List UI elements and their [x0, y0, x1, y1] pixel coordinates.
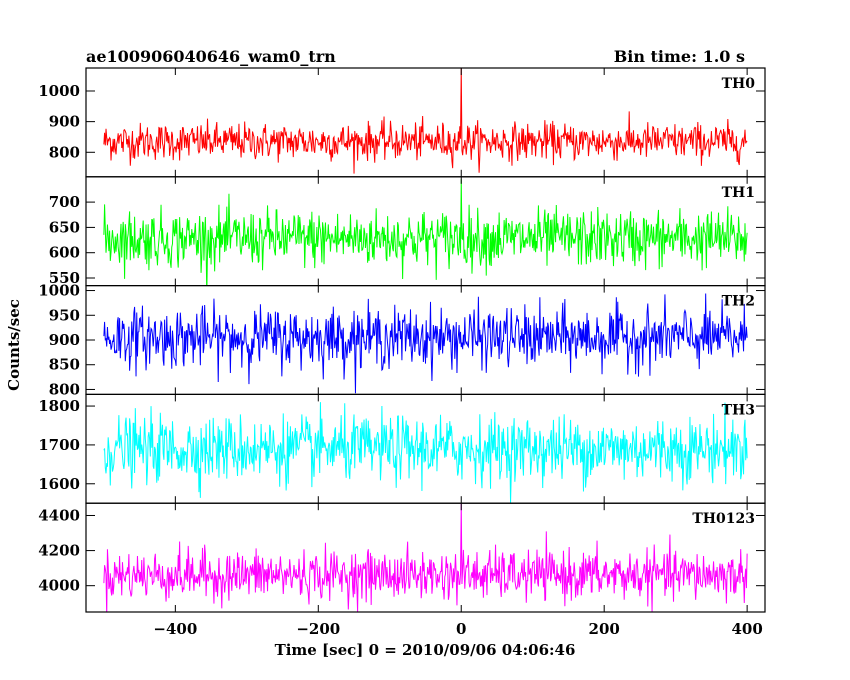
panel-label-th3: TH3: [722, 402, 755, 418]
panel-label-th1: TH1: [722, 185, 755, 201]
panel-th0123: 4000 4200 4400 TH0123: [38, 502, 766, 613]
y-tick-label: 4000: [38, 577, 80, 595]
panel-th0: 800 900 1000 TH0: [38, 67, 766, 178]
y-tick-label: 700: [49, 193, 80, 211]
x-axis: −400 −200 0 200 400: [153, 620, 762, 638]
x-tick-label: −200: [296, 620, 340, 638]
panel-th3: 1600 1700 1800 TH3: [38, 393, 766, 504]
y-tick-label: 1700: [38, 436, 80, 454]
y-tick-label: 1600: [38, 475, 80, 493]
y-tick-label: 900: [49, 331, 80, 349]
y-tick-label: 1800: [38, 397, 80, 415]
series-line-th3: [103, 402, 748, 503]
panel-label-th2: TH2: [722, 294, 755, 310]
y-tick-label: 950: [49, 306, 80, 324]
x-axis-label: Time [sec] 0 = 2010/09/06 04:06:46: [275, 641, 576, 659]
series-line-th2: [103, 293, 748, 394]
panel-frame: [85, 176, 766, 287]
x-tick-label: 400: [731, 620, 762, 638]
y-tick-label: 550: [49, 269, 80, 287]
x-tick-label: −400: [153, 620, 197, 638]
panels-group: 800 900 1000 TH0 550 600 650 700 TH1 800 850 900 950…: [38, 67, 766, 613]
y-tick-label: 4400: [38, 506, 80, 524]
y-tick-label: 850: [49, 356, 80, 374]
chart-title: ae100906040646_wam0_trn: [86, 47, 336, 66]
series-line-th1: [103, 179, 748, 286]
panel-th1: 550 600 650 700 TH1: [49, 176, 766, 287]
y-tick-label: 600: [49, 244, 80, 262]
y-tick-label: 1000: [38, 282, 80, 300]
y-tick-label: 800: [49, 380, 80, 398]
series-line-th0123: [103, 503, 748, 613]
x-tick-label: 200: [589, 620, 620, 638]
y-tick-label: 800: [49, 143, 80, 161]
series-line-th0: [103, 68, 748, 174]
panel-frame: [85, 502, 766, 613]
bin-time-label: Bin time: 1.0 s: [614, 47, 745, 66]
y-tick-label: 650: [49, 218, 80, 236]
y-tick-label: 1000: [38, 82, 80, 100]
y-axis-label: Counts/sec: [5, 299, 23, 391]
y-tick-label: 900: [49, 113, 80, 131]
panel-label-th0123: TH0123: [692, 511, 755, 527]
panel-th2: 800 850 900 950 1000 TH2: [38, 282, 766, 398]
x-tick-label: 0: [456, 620, 466, 638]
y-tick-label: 4200: [38, 542, 80, 560]
panel-frame: [85, 67, 766, 178]
panel-label-th0: TH0: [722, 76, 756, 92]
